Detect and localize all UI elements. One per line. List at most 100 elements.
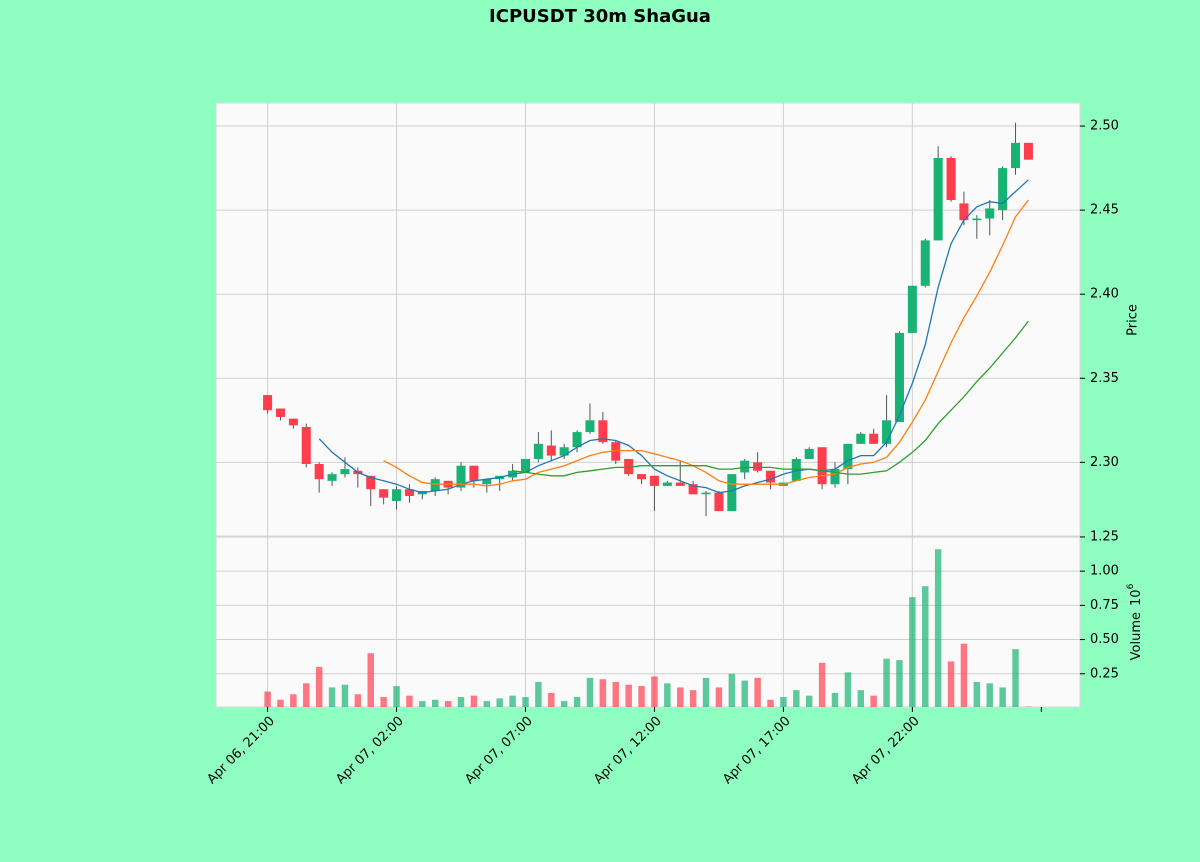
- candle-body: [972, 218, 982, 221]
- volume-bar: [767, 699, 774, 707]
- candle-body: [765, 470, 776, 483]
- y-tick-label: 2.35: [1090, 371, 1119, 386]
- x-tick-label: Apr 07, 17:00: [720, 714, 793, 787]
- candle-body: [740, 460, 750, 473]
- candle-body: [959, 203, 969, 221]
- candle-body: [843, 443, 853, 470]
- volume-bar: [535, 681, 542, 707]
- volume-bar: [573, 697, 581, 707]
- volume-bar: [651, 676, 658, 707]
- volume-bar: [586, 677, 594, 707]
- candle-body: [869, 433, 879, 444]
- volume-bar: [741, 680, 748, 707]
- volume-bar: [470, 695, 478, 707]
- candle-body: [469, 465, 479, 481]
- candle-body: [327, 474, 337, 481]
- volume-bar: [367, 653, 374, 707]
- volume-bar: [341, 684, 349, 707]
- candle-body: [817, 447, 827, 485]
- volume-bar: [509, 695, 516, 707]
- candle-body: [275, 408, 285, 417]
- candle-body: [482, 479, 492, 485]
- volume-bar: [1012, 649, 1019, 707]
- volume-bar: [290, 694, 297, 707]
- candle-body: [946, 157, 956, 201]
- volume-tick-label: 0.25: [1090, 666, 1119, 681]
- volume-bar: [277, 699, 284, 707]
- y-tick-label: 2.40: [1090, 287, 1119, 302]
- volume-bar: [328, 687, 336, 707]
- volume-bar: [303, 683, 310, 707]
- volume-tick-label: 1.25: [1090, 529, 1119, 544]
- volume-bar: [909, 597, 916, 707]
- candle-body: [727, 474, 737, 512]
- volume-bar: [702, 677, 710, 707]
- marks: [263, 122, 1033, 707]
- volume-bar: [818, 662, 826, 707]
- moving-average-line: [383, 199, 1029, 487]
- volume-bar: [483, 701, 491, 707]
- volume-bar: [715, 687, 723, 707]
- candle-body: [920, 240, 930, 286]
- volume-bar: [406, 695, 413, 707]
- x-tick-label: Apr 07, 02:00: [333, 714, 406, 787]
- x-tick-label: Apr 07, 22:00: [849, 714, 922, 787]
- candle-body: [520, 458, 531, 473]
- candle-body: [456, 465, 466, 488]
- volume-bar: [896, 660, 903, 707]
- volume-bar: [612, 681, 619, 707]
- candle-body: [392, 489, 402, 502]
- volume-bar: [922, 586, 929, 707]
- candle-body: [404, 489, 414, 496]
- volume-bar: [419, 701, 426, 707]
- candle-body: [791, 458, 801, 481]
- candle-body: [559, 447, 569, 456]
- candle-body: [585, 420, 595, 433]
- volume-bar: [973, 681, 981, 707]
- candle-body: [894, 332, 904, 422]
- volume-bar: [444, 701, 452, 707]
- volume-bar: [883, 658, 890, 707]
- candle-body: [598, 420, 608, 443]
- candle-body: [662, 482, 672, 486]
- candle-body: [1011, 142, 1021, 169]
- candle-body: [546, 445, 556, 456]
- candle-body: [856, 433, 866, 444]
- volume-bar: [315, 666, 323, 707]
- volume-bar: [780, 697, 787, 707]
- candle-body: [366, 475, 376, 490]
- candle-body: [340, 469, 350, 475]
- candle-body: [675, 482, 685, 486]
- candle-body: [933, 157, 943, 241]
- candle-body: [882, 420, 892, 444]
- volume-bar: [393, 686, 400, 707]
- y-axis-label: Price: [1126, 304, 1141, 336]
- candle-body: [688, 484, 698, 495]
- volume-bar: [548, 692, 555, 707]
- candle-body: [830, 469, 840, 485]
- candle-body: [572, 432, 582, 448]
- candle-body: [288, 418, 298, 426]
- candle-body: [379, 489, 389, 498]
- volume-bar: [638, 686, 645, 707]
- candle-body: [314, 464, 324, 480]
- moving-average-line: [318, 179, 1029, 494]
- candle-body: [985, 208, 995, 219]
- moving-average-line: [512, 320, 1029, 477]
- x-tick-label: Apr 07, 07:00: [462, 714, 535, 787]
- candle-body: [624, 458, 634, 475]
- volume-bar: [805, 695, 813, 707]
- volume-bar: [728, 673, 736, 707]
- volume-bar: [354, 694, 362, 707]
- candle-body: [430, 479, 440, 491]
- candle-body: [998, 168, 1008, 211]
- volume-exponent: 6: [1126, 583, 1136, 589]
- volume-bar: [689, 690, 697, 707]
- y-tick-label: 2.45: [1090, 203, 1119, 218]
- volume-tick-label: 0.75: [1090, 598, 1119, 613]
- volume-tick-label: 1.00: [1090, 564, 1119, 579]
- volume-bar: [947, 661, 955, 707]
- candle-body: [533, 443, 543, 459]
- volume-bar: [664, 683, 671, 707]
